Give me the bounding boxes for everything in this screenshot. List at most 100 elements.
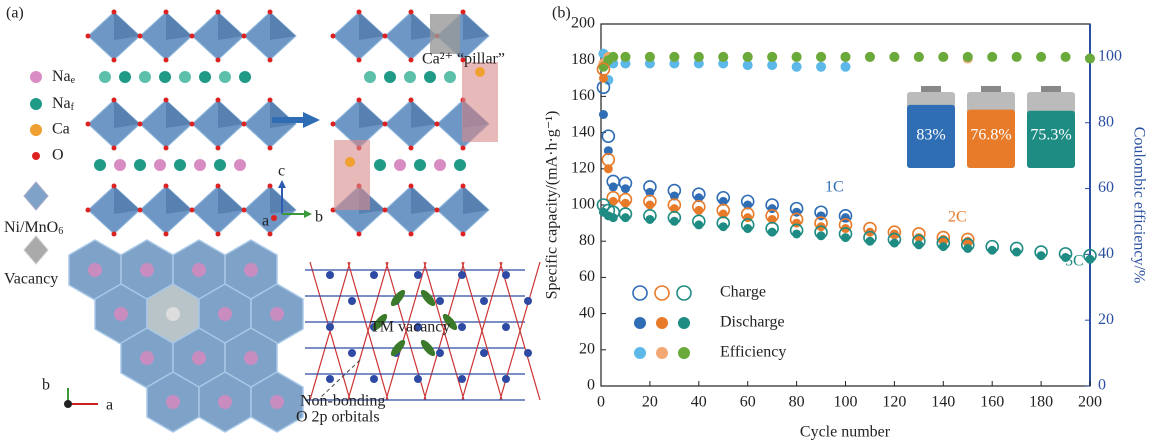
- discharge-point: [670, 217, 679, 226]
- legend-symbol: [677, 286, 691, 300]
- structure-shape: [270, 395, 284, 409]
- structure-shape: [444, 71, 456, 83]
- structure-shape: [409, 10, 414, 15]
- discharge-point: [914, 240, 923, 249]
- legend-symbol: [656, 317, 668, 329]
- structure-shape: [114, 12, 140, 40]
- structure-shape: [164, 10, 169, 15]
- efficiency-point: [694, 52, 704, 62]
- y-tick-label: 200: [571, 15, 595, 32]
- efficiency-point: [1036, 52, 1046, 62]
- structure-shape: [112, 58, 117, 63]
- x-axis-label: Cycle number: [800, 424, 891, 441]
- discharge-point: [841, 213, 850, 222]
- structure-shape: [480, 297, 488, 305]
- discharge-point: [645, 201, 654, 210]
- structure-shape: [199, 71, 211, 83]
- efficiency-point: [963, 52, 973, 62]
- structure-shape: [357, 232, 362, 237]
- structure-shape: [409, 98, 414, 103]
- structure-shape: [174, 159, 186, 171]
- structure-shape: [409, 184, 414, 189]
- structure-shape: [94, 159, 106, 171]
- figure: (a) Nae Naf Ca O Ni/MnO6 Vacancy c a b b…: [0, 0, 1151, 442]
- structure-shape: [140, 351, 154, 365]
- structure-shape: [218, 307, 232, 321]
- structure-shape: [114, 100, 140, 128]
- rate-label: 5C: [1065, 253, 1084, 270]
- y2-axis-label: Coulombic efficiency/%: [1130, 127, 1147, 284]
- x-tick-label: 180: [1029, 394, 1053, 411]
- structure-shape: [424, 71, 436, 83]
- structure-shape: [461, 10, 466, 15]
- structure-shape: [414, 375, 422, 383]
- y-tick-label: 120: [571, 159, 595, 176]
- x-tick-label: 120: [882, 394, 906, 411]
- structure-shape: [179, 71, 191, 83]
- structure-shape: [166, 100, 192, 128]
- structure-shape: [359, 12, 385, 40]
- battery-cap: [1041, 86, 1061, 93]
- battery-label: 83%: [916, 127, 945, 144]
- structure-shape: [216, 232, 221, 237]
- structure-shape: [166, 186, 192, 214]
- discharge-point: [817, 231, 826, 240]
- y-tick-label: 20: [579, 340, 595, 357]
- efficiency-point: [669, 52, 679, 62]
- discharge-point: [621, 184, 630, 193]
- structure-shape: [242, 208, 247, 213]
- x-tick-label: 0: [597, 394, 605, 411]
- structure-shape: [24, 182, 48, 210]
- y-tick-label: 80: [579, 232, 595, 249]
- structure-shape: [112, 232, 117, 237]
- discharge-point: [694, 220, 703, 229]
- rate-label: 1C: [825, 179, 844, 196]
- legend-label: Efficiency: [720, 344, 786, 361]
- legend-symbol: [634, 347, 646, 359]
- discharge-point: [621, 199, 630, 208]
- structure-shape: [374, 159, 386, 171]
- structure-shape: [164, 146, 169, 151]
- structure-shape: [216, 98, 221, 103]
- efficiency-point: [767, 52, 777, 62]
- structure-shape: [166, 307, 180, 321]
- legend-label: Nae: [52, 68, 76, 87]
- discharge-point: [609, 213, 618, 222]
- axis-label: c: [278, 163, 285, 180]
- structure-shape: [430, 14, 460, 54]
- structure-shape: [370, 375, 378, 383]
- structure-shape: [331, 122, 336, 127]
- polyhedron-label: Ni/MnO6: [4, 219, 63, 238]
- efficiency-point: [889, 52, 899, 62]
- efficiency-point: [841, 52, 851, 62]
- structure-shape: [409, 146, 414, 151]
- structure-shape: [32, 152, 40, 160]
- structure-shape: [119, 71, 131, 83]
- discharge-point: [621, 213, 630, 222]
- efficiency-point: [1085, 54, 1095, 64]
- structure-shape: [409, 232, 414, 237]
- structure-shape: [458, 375, 466, 383]
- structure-shape: [86, 122, 91, 127]
- discharge-point: [792, 219, 801, 228]
- structure-shape: [326, 323, 334, 331]
- y-tick-label: 40: [579, 304, 595, 321]
- discharge-point: [841, 233, 850, 242]
- efficiency-point: [816, 62, 826, 72]
- y2-tick-label: 40: [1098, 245, 1114, 262]
- efficiency-point: [914, 52, 924, 62]
- x-tick-label: 60: [740, 394, 756, 411]
- structure-shape: [435, 122, 440, 127]
- structure-shape: [268, 184, 273, 189]
- y-tick-label: 0: [587, 377, 595, 394]
- x-tick-label: 140: [931, 394, 955, 411]
- charge-point: [597, 81, 609, 93]
- structure-shape: [86, 34, 91, 39]
- structure-shape: [114, 307, 128, 321]
- discharge-point: [604, 164, 613, 173]
- efficiency-point: [841, 62, 851, 72]
- legend-label: Discharge: [720, 314, 785, 331]
- discharge-point: [599, 74, 608, 83]
- structure-shape: [159, 71, 171, 83]
- structure-shape: [24, 236, 48, 264]
